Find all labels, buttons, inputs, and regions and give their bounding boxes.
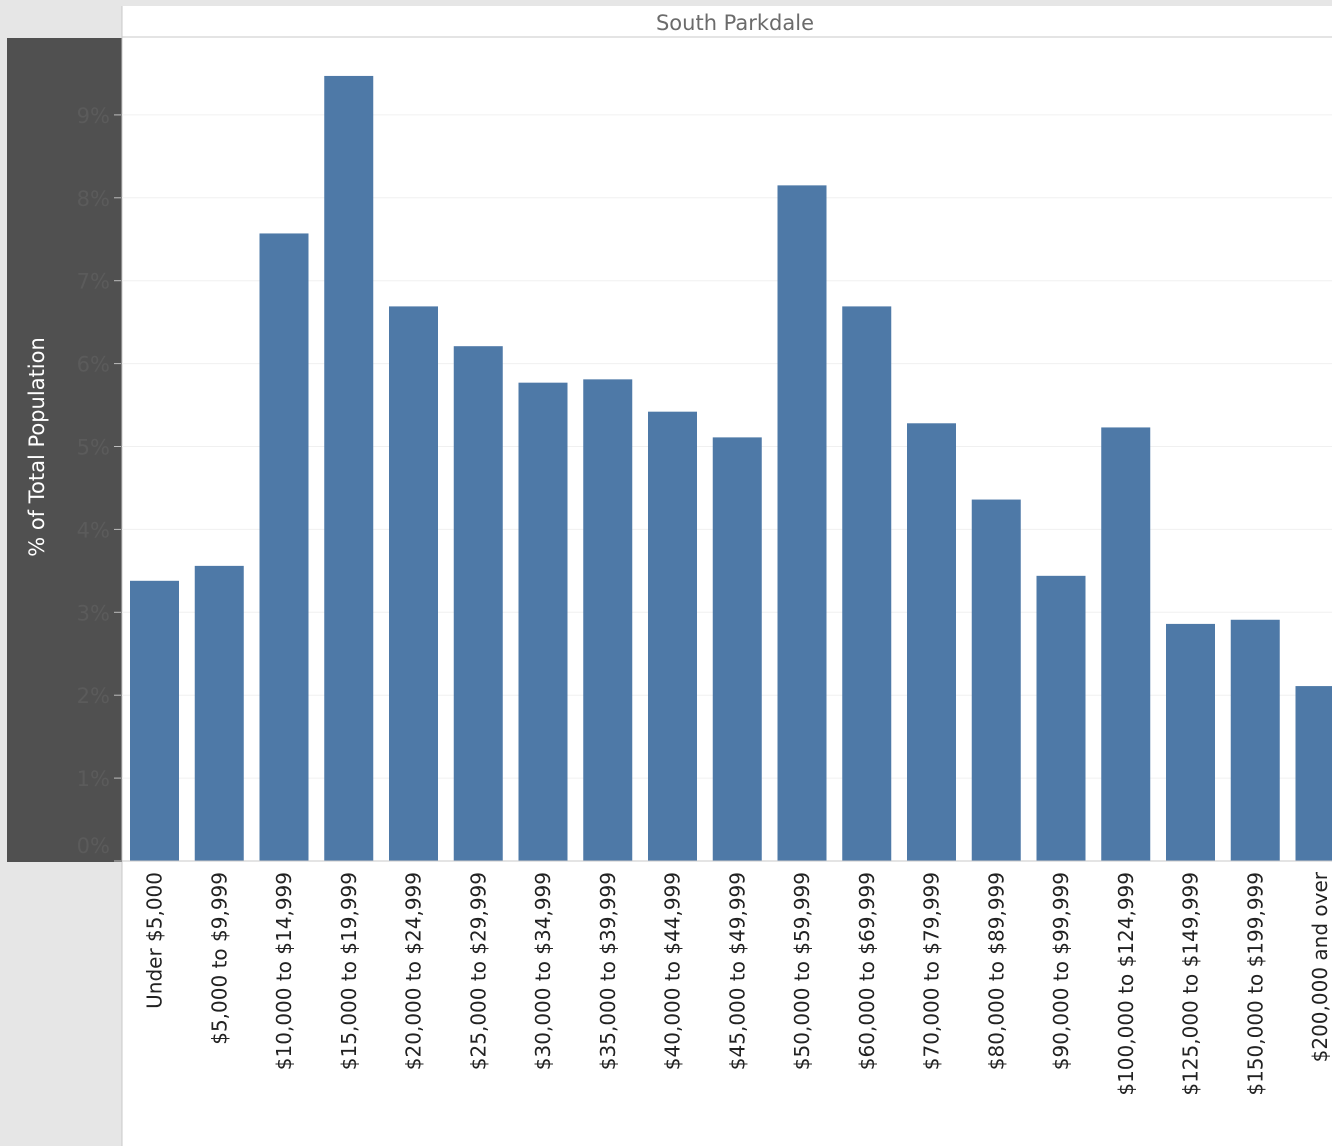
x-tick-label: $30,000 to $34,999 (531, 872, 555, 1070)
bar (648, 411, 697, 861)
bar (777, 185, 827, 862)
x-tick-label: $40,000 to $44,999 (661, 872, 685, 1070)
x-tick-label: $60,000 to $69,999 (855, 872, 879, 1070)
x-tick-label: $50,000 to $59,999 (790, 872, 814, 1070)
x-tick-label: $90,000 to $99,999 (1049, 872, 1073, 1070)
y-axis-ticks: 0% 1% 2% 3% 4% 5% 6% 7% 8% 9% (77, 104, 121, 862)
x-tick-label: $80,000 to $89,999 (984, 872, 1008, 1070)
panel-title: South Parkdale (656, 11, 814, 35)
bar (1166, 623, 1215, 861)
x-tick-label: $35,000 to $39,999 (596, 872, 620, 1070)
y-tick-label: 4% (77, 518, 110, 542)
x-tick-label: $150,000 to $199,999 (1243, 872, 1267, 1096)
x-tick-label: Under $5,000 (143, 872, 167, 1009)
bar (971, 499, 1021, 861)
bar (130, 580, 179, 861)
bar (194, 565, 244, 861)
bar (518, 382, 568, 861)
y-tick-label: 3% (77, 601, 110, 625)
y-tick-label: 7% (77, 270, 110, 294)
bar (324, 75, 374, 861)
x-axis-ticks: Under $5,000 $5,000 to $9,999 $10,000 to $… (143, 871, 1332, 1095)
x-tick-label: $15,000 to $19,999 (337, 872, 361, 1070)
bar (1036, 575, 1086, 861)
x-tick-label: $25,000 to $29,999 (466, 872, 490, 1070)
x-tick-label: $100,000 to $124,999 (1114, 872, 1138, 1096)
y-axis-title: % of Total Population (25, 337, 49, 557)
y-tick-label: 0% (77, 834, 110, 858)
x-tick-label: $5,000 to $9,999 (207, 872, 231, 1045)
bar (1295, 686, 1332, 861)
x-tick-label: $20,000 to $24,999 (402, 872, 426, 1070)
y-tick-label: 2% (77, 684, 110, 708)
y-tick-label: 6% (77, 353, 110, 377)
bar (583, 379, 633, 861)
x-tick-label: $200,000 and over (1308, 871, 1332, 1062)
y-tick-label: 1% (77, 767, 110, 791)
bar (1230, 619, 1280, 861)
x-tick-label: $125,000 to $149,999 (1179, 872, 1203, 1096)
bar (1101, 427, 1151, 861)
bar (842, 306, 892, 861)
x-tick-label: $45,000 to $49,999 (725, 872, 749, 1070)
bar (712, 437, 762, 861)
bar (907, 423, 956, 861)
y-tick-label: 9% (77, 104, 110, 128)
x-tick-label: $10,000 to $14,999 (272, 872, 296, 1070)
y-tick-label: 5% (77, 436, 110, 460)
y-axis-label-band (7, 38, 122, 862)
bar (259, 233, 309, 861)
x-tick-label: $70,000 to $79,999 (920, 872, 944, 1070)
bars (130, 75, 1332, 862)
bar (389, 306, 438, 861)
bar (453, 346, 503, 861)
y-tick-label: 8% (77, 187, 110, 211)
